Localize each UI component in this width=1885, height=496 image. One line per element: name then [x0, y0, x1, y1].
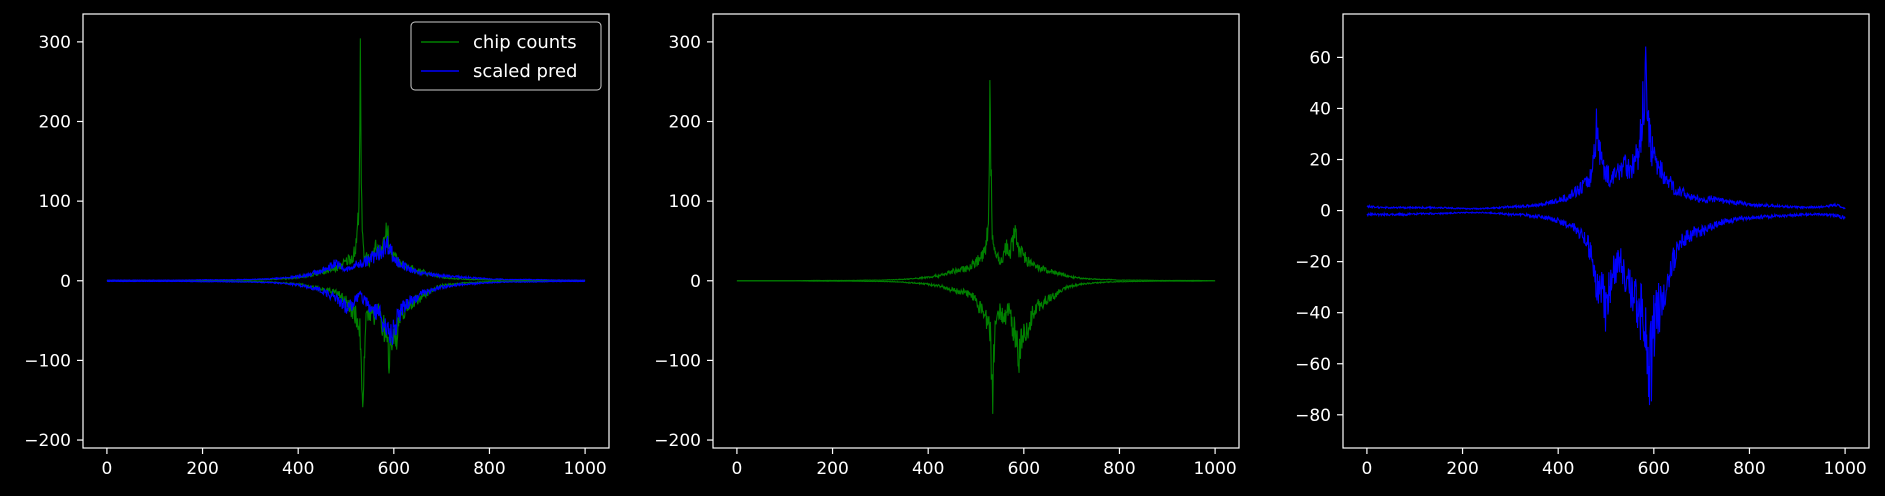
x-tick-label: 400 [912, 459, 944, 479]
y-tick-label: 300 [669, 33, 701, 53]
y-tick-label: −200 [24, 431, 71, 451]
chart-panel-3: 0 200 400 600 800 1000 −80 −60 −40 −20 0 20 40 60 [1295, 13, 1870, 479]
series-lower-trace [106, 280, 586, 346]
legend-box [410, 21, 602, 91]
chart-panel-2: 0 200 400 600 800 1000 −200 −100 0 100 200 300 [654, 13, 1240, 479]
x-tick-label: 200 [1446, 459, 1478, 479]
y-tick-label: −200 [654, 431, 701, 451]
y-tick-label: 200 [39, 113, 71, 133]
y-tick-label: 0 [1320, 202, 1331, 222]
x-tick-label: 1000 [1193, 459, 1236, 479]
y-tick-label: 60 [1309, 48, 1331, 68]
legend-label: chip counts [473, 32, 577, 53]
series-upper-trace [736, 80, 1216, 282]
y-tick-label: 200 [669, 113, 701, 133]
x-tick-label: 200 [186, 459, 218, 479]
chart-panel-1: 0 200 400 600 800 1000 −200 −100 0 100 200 300 chip … [24, 13, 610, 479]
x-tick-label: 800 [473, 459, 505, 479]
y-tick-label: 20 [1309, 151, 1331, 171]
x-tick-label: 1000 [1823, 459, 1866, 479]
y-tick-label: 0 [60, 272, 71, 292]
y-tick-label: −20 [1295, 253, 1331, 273]
y-tick-label: −100 [654, 351, 701, 371]
y-tick-label: 100 [39, 192, 71, 212]
x-tick-label: 0 [101, 459, 112, 479]
y-tick-label: −80 [1295, 406, 1331, 426]
x-tick-label: 600 [1638, 459, 1670, 479]
legend: chip counts scaled pred [410, 21, 602, 91]
axes-frame [82, 13, 610, 449]
x-tick-label: 400 [282, 459, 314, 479]
plot-area [1343, 14, 1869, 448]
x-tick-label: 0 [1361, 459, 1372, 479]
x-tick-label: 800 [1103, 459, 1135, 479]
series-upper-trace [1366, 46, 1846, 211]
y-tick-label: 300 [39, 33, 71, 53]
y-tick-label: 40 [1309, 99, 1331, 119]
x-tick-label: 0 [731, 459, 742, 479]
x-tick-label: 800 [1733, 459, 1765, 479]
y-tick-label: 0 [690, 272, 701, 292]
x-tick-label: 600 [1008, 459, 1040, 479]
x-tick-label: 200 [816, 459, 848, 479]
x-tick-label: 1000 [563, 459, 606, 479]
legend-label: scaled pred [473, 61, 577, 82]
plot-area [713, 14, 1239, 448]
series-lower-trace [1366, 210, 1846, 406]
series-scaled-pred [106, 235, 586, 346]
y-tick-label: −60 [1295, 355, 1331, 375]
x-tick-label: 400 [1542, 459, 1574, 479]
y-tick-label: −40 [1295, 304, 1331, 324]
series-lower-trace [736, 280, 1216, 414]
series-line-1 [1366, 46, 1846, 406]
x-tick-label: 600 [378, 459, 410, 479]
series-line-1 [736, 80, 1216, 414]
axes-frame [712, 13, 1240, 449]
series-upper-trace [106, 235, 586, 281]
y-tick-label: 100 [669, 192, 701, 212]
y-tick-label: −100 [24, 351, 71, 371]
axes-frame [1342, 13, 1870, 449]
